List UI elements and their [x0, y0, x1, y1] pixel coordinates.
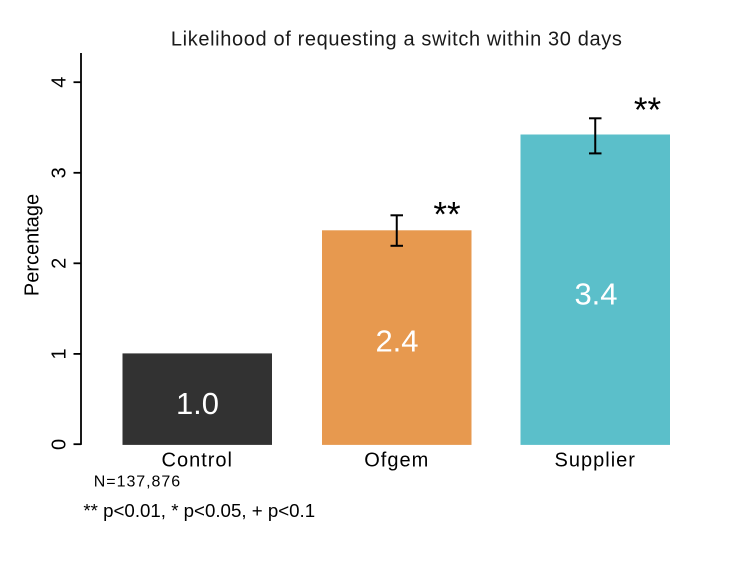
svg-text:3: 3 [49, 167, 71, 178]
svg-text:1.0: 1.0 [176, 386, 219, 421]
svg-text:N=137,876: N=137,876 [94, 473, 181, 490]
svg-text:2.4: 2.4 [375, 323, 418, 358]
svg-text:Control: Control [162, 450, 233, 472]
svg-text:Supplier: Supplier [555, 450, 636, 472]
svg-text:0: 0 [49, 439, 71, 450]
svg-text:Percentage: Percentage [22, 194, 44, 296]
svg-text:3.4: 3.4 [574, 277, 617, 312]
svg-text:Ofgem: Ofgem [364, 450, 429, 472]
svg-text:**: ** [433, 196, 461, 235]
svg-text:**: ** [634, 91, 662, 130]
svg-text:Likelihood of requesting a swi: Likelihood of requesting a switch within… [171, 29, 623, 51]
svg-text:** p<0.01, * p<0.05, + p<0.1: ** p<0.01, * p<0.05, + p<0.1 [83, 500, 315, 521]
svg-text:4: 4 [49, 77, 71, 88]
svg-text:2: 2 [49, 258, 71, 269]
svg-text:1: 1 [49, 348, 71, 359]
